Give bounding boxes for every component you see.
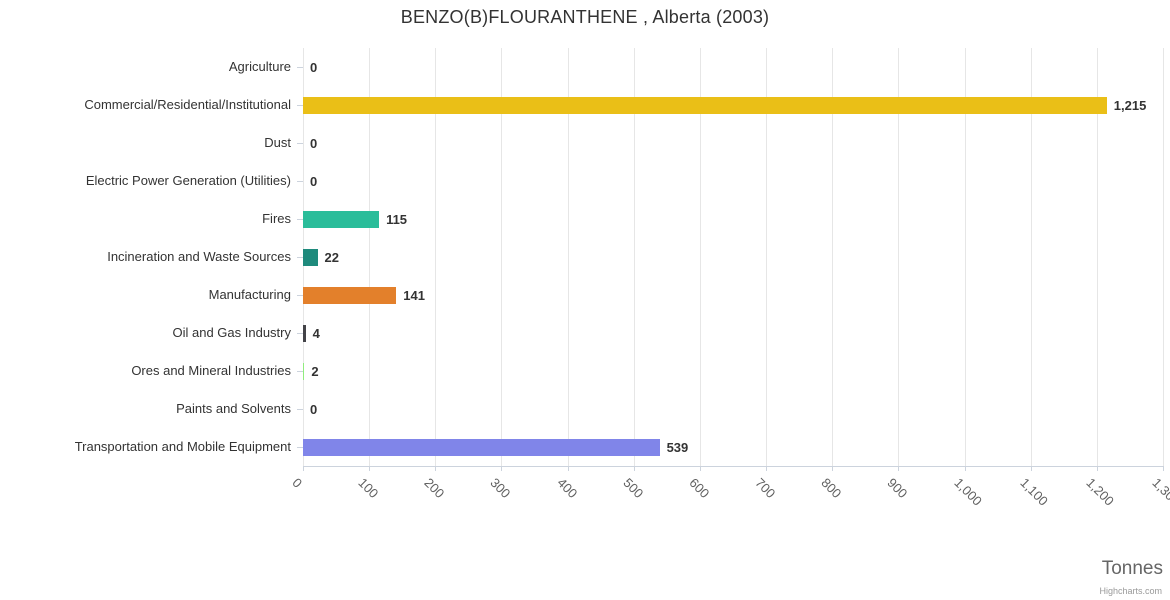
bar[interactable] xyxy=(303,248,318,266)
y-axis-tick xyxy=(297,447,303,448)
bar[interactable] xyxy=(303,324,306,342)
gridline xyxy=(369,48,371,466)
gridline xyxy=(435,48,437,466)
x-axis-tick xyxy=(766,466,768,471)
x-axis-tick xyxy=(303,466,304,471)
category-label: Transportation and Mobile Equipment xyxy=(74,439,291,454)
y-axis-tick xyxy=(297,67,303,68)
category-label: Oil and Gas Industry xyxy=(172,325,292,340)
y-axis-tick xyxy=(297,143,303,144)
y-axis-tick xyxy=(297,181,303,182)
category-label: Incineration and Waste Sources xyxy=(107,249,291,264)
category-label: Fires xyxy=(262,211,291,226)
value-label: 141 xyxy=(403,287,425,303)
category-label: Agriculture xyxy=(228,59,291,74)
gridline xyxy=(699,48,701,466)
gridline xyxy=(633,48,635,466)
y-axis-tick xyxy=(297,295,303,296)
gridline xyxy=(1096,48,1098,466)
category-label: Manufacturing xyxy=(208,287,291,302)
x-axis-tick xyxy=(699,466,701,471)
x-axis-tick xyxy=(633,466,635,471)
bar[interactable] xyxy=(303,210,380,228)
value-label: 0 xyxy=(310,173,318,189)
y-axis-tick xyxy=(297,333,303,334)
y-axis-tick xyxy=(297,371,303,372)
x-axis-label: 500 xyxy=(620,475,647,501)
x-axis-label: 0 xyxy=(289,475,306,491)
gridline xyxy=(1030,48,1032,466)
category-label: Commercial/Residential/Institutional xyxy=(84,97,291,112)
value-label: 0 xyxy=(310,135,318,151)
chart-title: BENZO(B)FLOURANTHENE , Alberta (2003) xyxy=(400,7,770,27)
highcharts-credit-link[interactable]: Highcharts.com xyxy=(1099,586,1162,596)
bar[interactable] xyxy=(303,438,660,456)
x-axis-tick xyxy=(1096,466,1098,471)
gridline xyxy=(567,48,569,466)
x-axis-tick xyxy=(1030,466,1032,471)
value-label: 22 xyxy=(324,249,340,265)
value-label: 539 xyxy=(666,439,689,455)
x-axis-tick xyxy=(435,466,437,471)
x-axis-label: 1,200 xyxy=(1083,475,1117,509)
x-axis-tick xyxy=(964,466,966,471)
x-axis-label: 700 xyxy=(752,475,779,501)
y-axis-tick xyxy=(297,257,303,258)
category-label: Paints and Solvents xyxy=(176,401,291,416)
gridline xyxy=(766,48,768,466)
x-axis-tick xyxy=(567,466,569,471)
x-axis-tick xyxy=(1163,466,1164,471)
gridline xyxy=(898,48,900,466)
bar[interactable] xyxy=(303,286,397,304)
category-label: Dust xyxy=(264,135,291,150)
x-axis-tick xyxy=(832,466,834,471)
value-label: 0 xyxy=(310,401,318,417)
value-label: 0 xyxy=(310,59,318,75)
x-axis-label: 800 xyxy=(818,475,845,501)
bar[interactable] xyxy=(303,96,1107,114)
x-axis-label: 1,100 xyxy=(1017,475,1051,509)
x-axis-line xyxy=(303,466,1163,467)
bar[interactable] xyxy=(303,362,305,380)
x-axis-tick xyxy=(898,466,900,471)
value-label: 115 xyxy=(386,211,408,227)
y-axis-tick xyxy=(297,409,303,410)
x-axis-label: 300 xyxy=(487,475,514,501)
gridline xyxy=(964,48,966,466)
gridline xyxy=(832,48,834,466)
gridline xyxy=(1163,48,1164,466)
x-axis-label: 600 xyxy=(686,475,713,501)
y-axis-tick xyxy=(297,219,303,220)
category-label: Electric Power Generation (Utilities) xyxy=(85,173,291,188)
value-label: 1,215 xyxy=(1113,97,1147,113)
gridline xyxy=(501,48,503,466)
x-axis-label: 400 xyxy=(554,475,580,501)
x-axis-tick xyxy=(369,466,371,471)
x-axis-tick xyxy=(501,466,503,471)
x-axis-label: 100 xyxy=(355,475,382,501)
x-axis-label: 1,300 xyxy=(1149,475,1170,509)
value-label: 2 xyxy=(311,363,319,379)
x-axis-label: 200 xyxy=(421,475,448,501)
y-axis-tick xyxy=(297,105,303,106)
value-label: 4 xyxy=(312,325,320,341)
x-axis-label: 900 xyxy=(884,475,911,501)
x-axis-label: 1,000 xyxy=(950,475,985,509)
x-axis-title: Tonnes xyxy=(1101,558,1163,579)
category-label: Ores and Mineral Industries xyxy=(131,363,291,378)
